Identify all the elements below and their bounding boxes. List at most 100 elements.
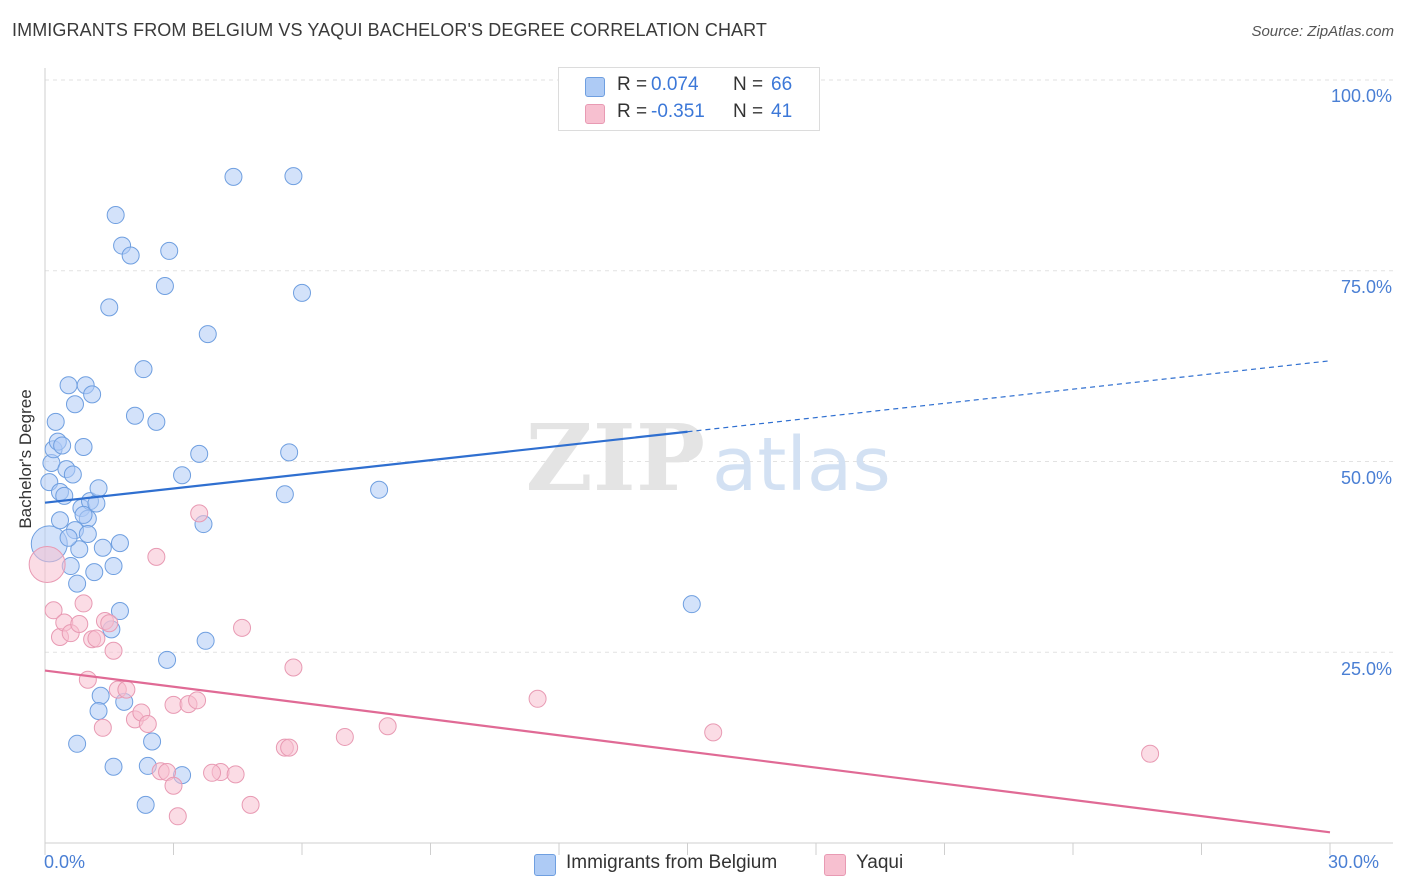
point-belgium xyxy=(173,466,192,485)
point-belgium xyxy=(196,631,215,650)
point-yaqui xyxy=(378,717,397,736)
point-belgium xyxy=(284,167,303,186)
point-belgium xyxy=(46,412,65,431)
point-belgium xyxy=(106,206,125,225)
point-yaqui xyxy=(233,618,252,637)
point-yaqui xyxy=(203,763,222,782)
point-belgium xyxy=(50,511,69,530)
point-belgium xyxy=(280,443,299,462)
axes xyxy=(44,68,1393,855)
point-belgium xyxy=(136,795,155,814)
point-yaqui xyxy=(704,723,723,742)
point-belgium xyxy=(125,406,144,425)
point-belgium xyxy=(147,412,166,431)
point-belgium xyxy=(155,277,174,296)
point-yaqui xyxy=(44,601,63,620)
point-belgium xyxy=(104,557,123,576)
r-value: -0.351 xyxy=(651,101,705,122)
point-yaqui xyxy=(528,689,547,708)
y-tick-label-50: 50.0% xyxy=(1340,468,1392,488)
r-label: R = xyxy=(617,74,648,95)
point-belgium xyxy=(83,385,102,404)
n-value: 41 xyxy=(771,101,793,122)
point-yaqui xyxy=(190,504,209,523)
point-belgium xyxy=(158,650,177,669)
stats-legend: R = 0.074 N = 66 R = -0.351 N = 41 xyxy=(558,67,820,131)
trend-line-belgium xyxy=(44,430,688,504)
point-yaqui xyxy=(241,795,260,814)
trend-lines xyxy=(44,360,1331,834)
point-belgium xyxy=(275,485,294,504)
series-legend: Immigrants from Belgium Yaqui xyxy=(0,852,1406,878)
y-tick-label-100: 100.0% xyxy=(1330,86,1392,106)
legend-swatch-belgium xyxy=(585,77,605,97)
point-belgium xyxy=(160,241,179,260)
point-belgium xyxy=(224,167,243,186)
point-belgium xyxy=(198,325,217,344)
point-yaqui xyxy=(147,547,166,566)
n-label: N = xyxy=(733,74,764,95)
point-belgium xyxy=(70,540,89,559)
legend-label-belgium: Immigrants from Belgium xyxy=(566,852,778,873)
watermark-atlas: atlas xyxy=(712,422,891,508)
point-belgium xyxy=(78,524,97,543)
point-yaqui xyxy=(74,594,93,613)
point-yaqui xyxy=(28,546,66,584)
point-belgium xyxy=(91,686,110,705)
y-tick-label-75: 75.0% xyxy=(1340,277,1392,297)
point-yaqui xyxy=(93,718,112,737)
n-value: 66 xyxy=(771,74,793,95)
legend-swatch-yaqui xyxy=(824,854,846,876)
grid-lines xyxy=(45,79,1393,653)
point-belgium xyxy=(89,479,108,498)
point-belgium xyxy=(134,360,153,379)
point-yaqui xyxy=(280,738,299,757)
point-belgium xyxy=(370,480,389,499)
point-yaqui xyxy=(284,658,303,677)
point-belgium xyxy=(143,732,162,751)
point-belgium xyxy=(121,246,140,265)
point-belgium xyxy=(110,602,129,621)
point-belgium xyxy=(100,298,119,317)
source-credit: Source: ZipAtlas.com xyxy=(1251,23,1394,40)
point-belgium xyxy=(68,734,87,753)
point-belgium xyxy=(65,395,84,414)
point-yaqui xyxy=(168,807,187,826)
point-belgium xyxy=(63,465,82,484)
trend-line-yaqui xyxy=(44,669,1331,834)
point-yaqui xyxy=(78,670,97,689)
point-belgium xyxy=(59,528,78,547)
point-yaqui xyxy=(226,765,245,784)
point-yaqui xyxy=(104,641,123,660)
watermark: ZIP atlas xyxy=(526,404,891,512)
point-belgium xyxy=(190,444,209,463)
point-belgium xyxy=(293,283,311,302)
point-yaqui xyxy=(164,776,183,795)
point-belgium xyxy=(85,563,104,582)
legend-swatch-belgium xyxy=(534,854,556,876)
legend-label-yaqui: Yaqui xyxy=(856,852,904,873)
point-yaqui xyxy=(138,714,157,733)
point-belgium xyxy=(104,757,123,776)
point-belgium xyxy=(68,574,87,593)
point-yaqui xyxy=(100,614,119,633)
n-label: N = xyxy=(733,101,764,122)
point-yaqui xyxy=(188,691,207,710)
point-yaqui xyxy=(117,680,136,699)
point-belgium xyxy=(53,436,72,455)
point-belgium xyxy=(59,376,78,395)
x-tick-label-max: 30.0% xyxy=(1328,852,1380,872)
point-yaqui xyxy=(70,615,89,634)
point-yaqui xyxy=(1141,744,1160,763)
point-belgium xyxy=(682,595,701,614)
y-tick-label-25: 25.0% xyxy=(1340,659,1392,679)
point-belgium xyxy=(74,505,93,524)
chart-title: IMMIGRANTS FROM BELGIUM VS YAQUI BACHELO… xyxy=(12,20,768,40)
x-tick-label-min: 0.0% xyxy=(44,852,86,872)
point-yaqui xyxy=(164,695,183,714)
y-axis-label: Bachelor's Degree xyxy=(16,389,35,529)
legend-swatch-yaqui xyxy=(585,104,605,124)
r-label: R = xyxy=(617,101,648,122)
point-yaqui xyxy=(87,629,106,648)
